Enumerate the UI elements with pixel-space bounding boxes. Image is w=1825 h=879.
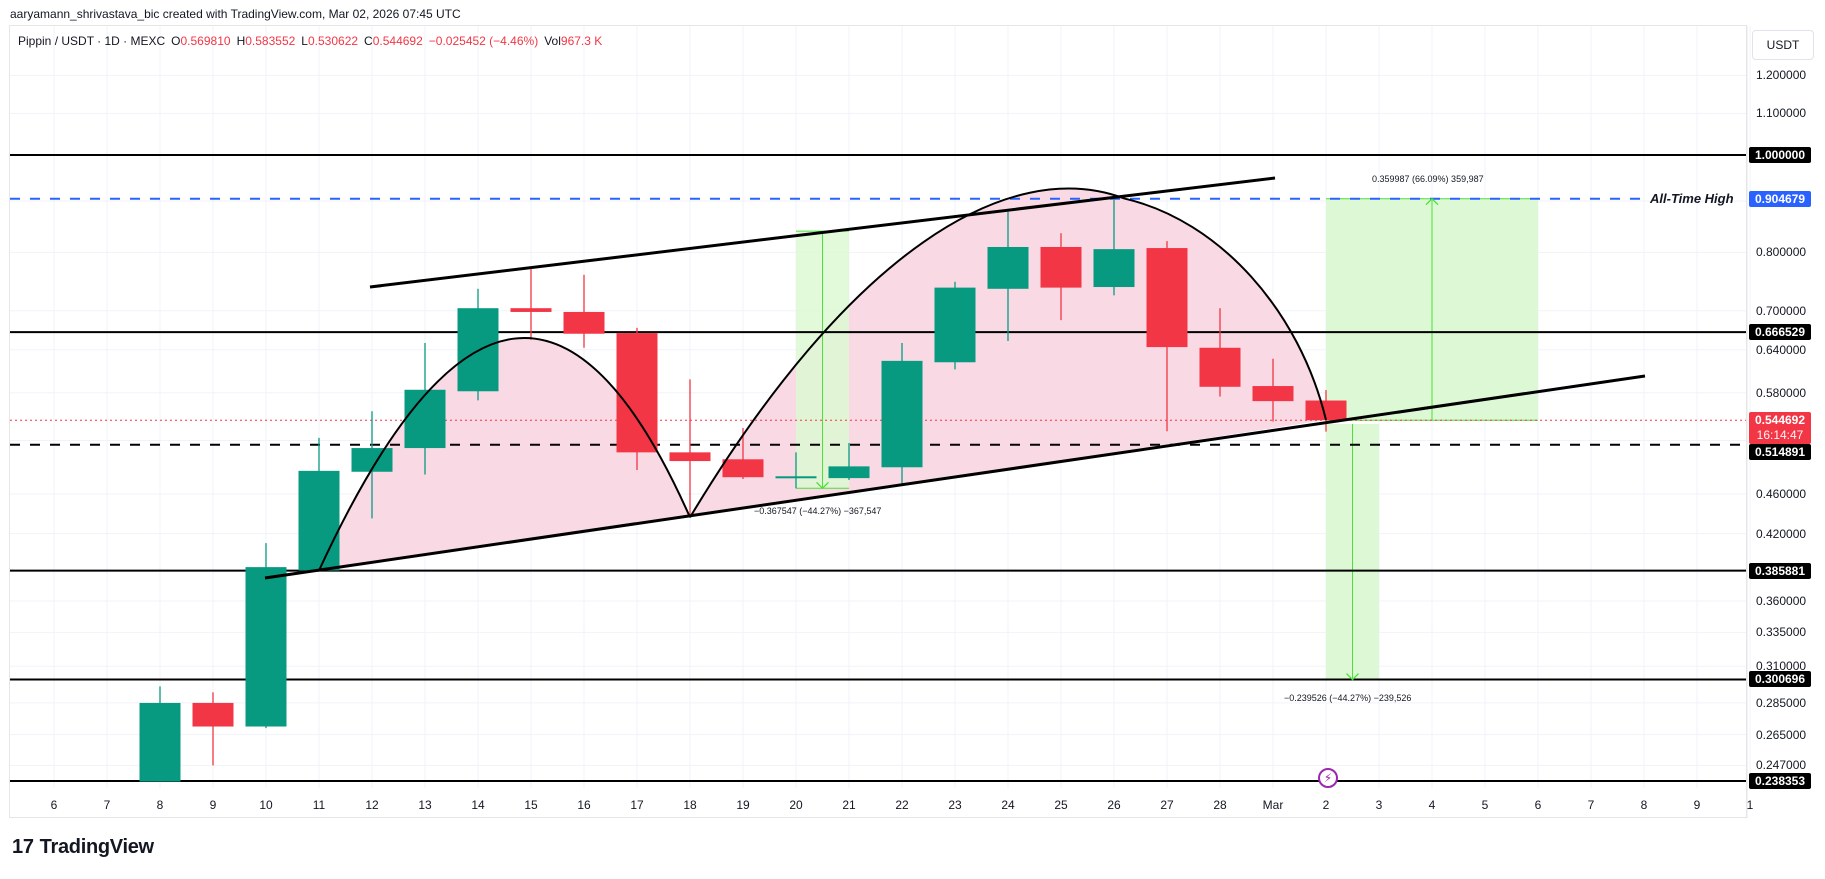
time-tick: 6 (1534, 798, 1542, 812)
chart-credit: aaryamann_shrivastava_bic created with T… (10, 7, 461, 21)
price-tick: 1.200000 (1756, 68, 1807, 83)
close-value: 0.544692 (372, 34, 423, 48)
current-price-tag: 0.544692 16:14:47 (1749, 412, 1811, 444)
time-tick: 21 (842, 798, 856, 812)
time-tick: 2 (1322, 798, 1330, 812)
level-tag-4: 0.385881 (1749, 563, 1811, 579)
low-value: 0.530622 (307, 34, 359, 48)
time-tick: 24 (1001, 798, 1015, 812)
measure-down-label-1: −0.367547 (−44.27%) −367,547 (754, 506, 882, 516)
time-tick: 7 (1587, 798, 1595, 812)
time-tick: 23 (948, 798, 962, 812)
time-tick: 26 (1107, 798, 1121, 812)
brand-name: TradingView (39, 836, 154, 858)
time-tick: 28 (1213, 798, 1227, 812)
time-tick: 6 (50, 798, 58, 812)
change-value: −0.025452 (−4.46%) (428, 34, 539, 48)
price-tick: 0.265000 (1756, 727, 1807, 742)
open-value: 0.569810 (180, 34, 231, 48)
high-value: 0.583552 (245, 34, 296, 48)
time-tick: 9 (1693, 798, 1701, 812)
time-tick: 8 (1640, 798, 1648, 812)
level-tag-1: 1.000000 (1749, 147, 1811, 163)
time-tick: 9 (209, 798, 217, 812)
time-tick: 17 (630, 798, 644, 812)
time-tick: 4 (1428, 798, 1436, 812)
price-tick: 0.360000 (1756, 593, 1807, 608)
ath-price-tag: 0.904679 (1749, 191, 1811, 207)
price-tick: 0.285000 (1756, 695, 1807, 710)
time-tick: 12 (365, 798, 379, 812)
time-tick: 13 (418, 798, 432, 812)
measure-down-label-2: −0.239526 (−44.27%) −239,526 (1284, 693, 1412, 703)
price-tick: 0.460000 (1756, 486, 1807, 501)
time-tick: 10 (259, 798, 273, 812)
current-price: 0.544692 (1754, 413, 1806, 427)
price-tick: 0.700000 (1756, 303, 1807, 318)
time-tick: 14 (471, 798, 485, 812)
open-label: O (171, 34, 181, 48)
symbol-title[interactable]: Pippin / USDT · 1D · MEXC (18, 34, 166, 48)
time-tick: 18 (683, 798, 697, 812)
time-tick: 11 (312, 798, 326, 812)
low-label: L (301, 34, 308, 48)
time-tick: 5 (1481, 798, 1489, 812)
volume-value: 967.3 K (560, 34, 603, 48)
level-tag-2: 0.666529 (1749, 324, 1811, 340)
price-tick: 0.580000 (1756, 385, 1807, 400)
event-lightning-icon[interactable]: ⚡ (1318, 768, 1338, 788)
level-tag-3: 0.514891 (1749, 444, 1811, 460)
tradingview-logo[interactable]: 17 TradingView (12, 836, 154, 859)
volume-label: Vol (544, 34, 561, 48)
measure-up-label: 0.359987 (66.09%) 359,987 (1372, 174, 1484, 184)
time-tick: 25 (1054, 798, 1068, 812)
time-tick: 7 (103, 798, 111, 812)
time-tick: 22 (895, 798, 909, 812)
currency-unit-button[interactable]: USDT (1752, 30, 1814, 60)
time-tick: 8 (156, 798, 164, 812)
level-tag-6: 0.238353 (1749, 773, 1811, 789)
time-tick: Mar (1262, 798, 1284, 812)
time-tick: 3 (1375, 798, 1383, 812)
time-tick: 1 (1746, 798, 1754, 812)
time-tick: 20 (789, 798, 803, 812)
price-tick: 1.100000 (1756, 106, 1807, 121)
bar-countdown: 16:14:47 (1756, 428, 1804, 442)
symbol-legend: Pippin / USDT · 1D · MEXC O0.569810 H0.5… (18, 34, 602, 48)
tv-logo-icon: 17 (12, 836, 34, 858)
price-tick: 0.640000 (1756, 342, 1807, 357)
time-tick: 19 (736, 798, 750, 812)
time-tick: 27 (1160, 798, 1174, 812)
high-label: H (236, 34, 246, 48)
price-tick: 0.247000 (1756, 758, 1807, 773)
time-tick: 15 (524, 798, 538, 812)
time-tick: 16 (577, 798, 591, 812)
ath-label: All-Time High (1650, 191, 1734, 206)
price-tick: 0.310000 (1756, 659, 1807, 674)
level-tag-5: 0.300696 (1749, 671, 1811, 687)
price-tick: 0.420000 (1756, 526, 1807, 541)
price-tick: 0.335000 (1756, 625, 1807, 640)
close-label: C (364, 34, 373, 48)
price-tick: 0.800000 (1756, 245, 1807, 260)
